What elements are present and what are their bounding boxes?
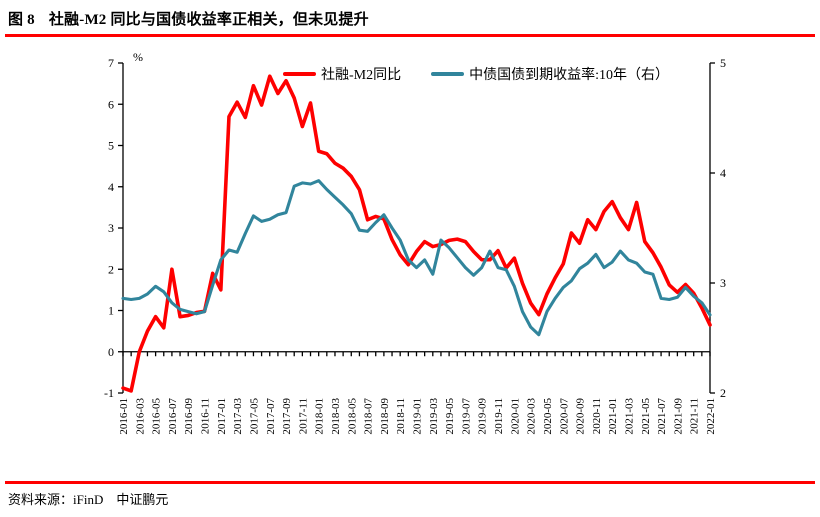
x-axis-tick-label: 2019-03	[428, 398, 440, 435]
x-axis-tick-label: 2021-01	[607, 398, 619, 435]
legend-item-sf-m2: 社融-M2同比	[283, 64, 401, 84]
left-axis-tick-label: 6	[108, 97, 114, 111]
right-axis-tick-label: 3	[720, 276, 726, 290]
x-axis-tick-label: 2019-11	[493, 398, 505, 434]
yield-line-swatch	[431, 72, 465, 76]
x-axis-tick-label: 2021-11	[689, 398, 701, 434]
x-axis-tick-label: 2016-09	[183, 398, 195, 435]
x-axis-tick-label: 2018-05	[346, 398, 358, 435]
x-axis-tick-label: 2020-01	[509, 398, 521, 435]
axis-tick-labels: 7 6 5 4 3 2 1 0 -1 5 4 3 2% 2016-01 2016-03 2016-05 2016…	[104, 50, 726, 435]
figure-title-text: 社融-M2 同比与国债收益率正相关，但未见提升	[48, 12, 369, 28]
x-axis-tick-label: 2017-03	[232, 398, 244, 435]
x-axis-tick-label: 2020-11	[591, 398, 603, 434]
x-axis-tick-label: 2017-07	[265, 398, 277, 435]
x-axis-tick-label: 2018-09	[379, 398, 391, 435]
left-axis-tick-label: -1	[104, 386, 114, 400]
bottom-red-rule	[5, 481, 815, 484]
x-axis-tick-label: 2020-03	[526, 398, 538, 435]
left-axis-tick-label: 5	[108, 139, 114, 153]
left-axis-tick-label: 0	[108, 345, 114, 359]
x-axis-tick-label: 2019-05	[444, 398, 456, 435]
yield-line-series	[121, 179, 712, 337]
figure-title: 图 8 社融-M2 同比与国债收益率正相关，但未见提升	[8, 8, 369, 29]
right-axis-tick-label: 2	[720, 386, 726, 400]
x-axis-tick-label: 2020-07	[558, 398, 570, 435]
x-axis-tick-label: 2016-03	[134, 398, 146, 435]
x-axis-tick-label: 2016-07	[167, 398, 179, 435]
x-axis-tick-label: 2021-03	[623, 398, 635, 435]
x-axis-tick-label: 2021-09	[672, 398, 684, 435]
x-axis-tick-label: 2022-01	[705, 398, 717, 435]
legend-label-sf-m2: 社融-M2同比	[321, 68, 402, 83]
top-red-rule	[5, 34, 815, 37]
figure-number: 图 8	[8, 12, 35, 28]
x-axis-tick-label: 2020-05	[542, 398, 554, 435]
x-axis-tick-label: 2018-07	[363, 398, 375, 435]
x-axis-tick-label: 2017-09	[281, 398, 293, 435]
x-axis-tick-label: 2018-01	[314, 398, 326, 435]
x-axis-tick-label: 2020-09	[575, 398, 587, 435]
left-axis-unit-label: %	[133, 50, 143, 64]
right-axis-tick-label: 5	[720, 56, 726, 70]
left-axis-tick-label: 4	[108, 180, 114, 194]
x-axis-tick-label: 2019-09	[477, 398, 489, 435]
left-axis-tick-label: 3	[108, 221, 114, 235]
x-axis-tick-label: 2016-11	[200, 398, 212, 434]
x-axis-tick-label: 2019-01	[412, 398, 424, 435]
left-axis-tick-label: 1	[108, 304, 114, 318]
sf-m2-line-swatch	[283, 72, 316, 76]
source-note: 资料来源：iFinD 中证鹏元	[8, 492, 169, 507]
x-axis-tick-label: 2016-05	[151, 398, 163, 435]
x-axis-tick-label: 2017-05	[248, 398, 260, 435]
line-chart: 7 6 5 4 3 2 1 0 -1 5 4 3 2% 2016-01 2016-03 2016-05 2016…	[104, 50, 726, 435]
sf-m2-line-series	[121, 74, 712, 393]
right-axis-tick-label: 4	[720, 166, 726, 180]
x-axis-tick-label: 2018-11	[395, 398, 407, 434]
x-axis-tick-label: 2016-01	[118, 398, 130, 435]
x-axis-tick-label: 2017-11	[297, 398, 309, 434]
left-axis-tick-label: 2	[108, 262, 114, 276]
left-axis-tick-label: 7	[108, 56, 114, 70]
legend-item-yield: 中债国债到期收益率:10年（右）	[431, 64, 669, 84]
chart-legend: 社融-M2同比 中债国债到期收益率:10年（右）	[283, 64, 669, 84]
x-axis-tick-label: 2018-03	[330, 398, 342, 435]
legend-label-yield: 中债国债到期收益率:10年（右）	[469, 68, 670, 83]
x-axis-tick-label: 2021-07	[656, 398, 668, 435]
x-axis-tick-label: 2019-07	[460, 398, 472, 435]
x-axis-tick-label: 2017-01	[216, 398, 228, 435]
axes	[118, 62, 715, 394]
x-axis-tick-label: 2021-05	[640, 398, 652, 435]
